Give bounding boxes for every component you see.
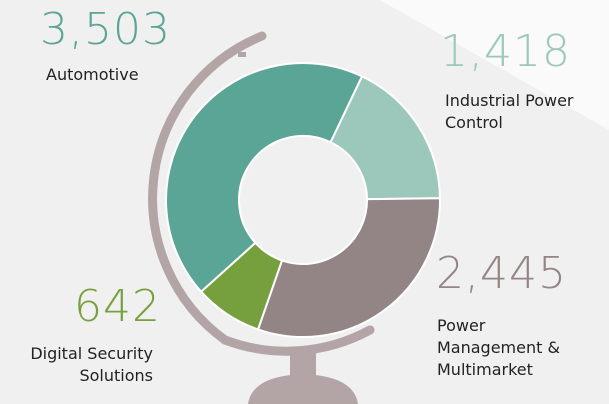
value-label: 642 (74, 281, 161, 332)
value-label: 3,503 (40, 4, 171, 55)
category-label: Automotive (46, 64, 139, 86)
category-label: Digital Security Solutions (8, 343, 153, 387)
category-label: Industrial Power Control (445, 90, 585, 134)
globe-stem (290, 350, 316, 375)
value-label: 1,418 (440, 26, 571, 77)
globe-pin (238, 52, 246, 57)
donut (166, 63, 440, 337)
donut-slice (258, 198, 440, 337)
value-label: 2,445 (436, 248, 567, 299)
globe-base (248, 374, 358, 404)
infographic: 3,503 Automotive 1,418 Industrial Power … (0, 0, 609, 404)
category-label: Power Management & Multimarket (437, 315, 567, 381)
